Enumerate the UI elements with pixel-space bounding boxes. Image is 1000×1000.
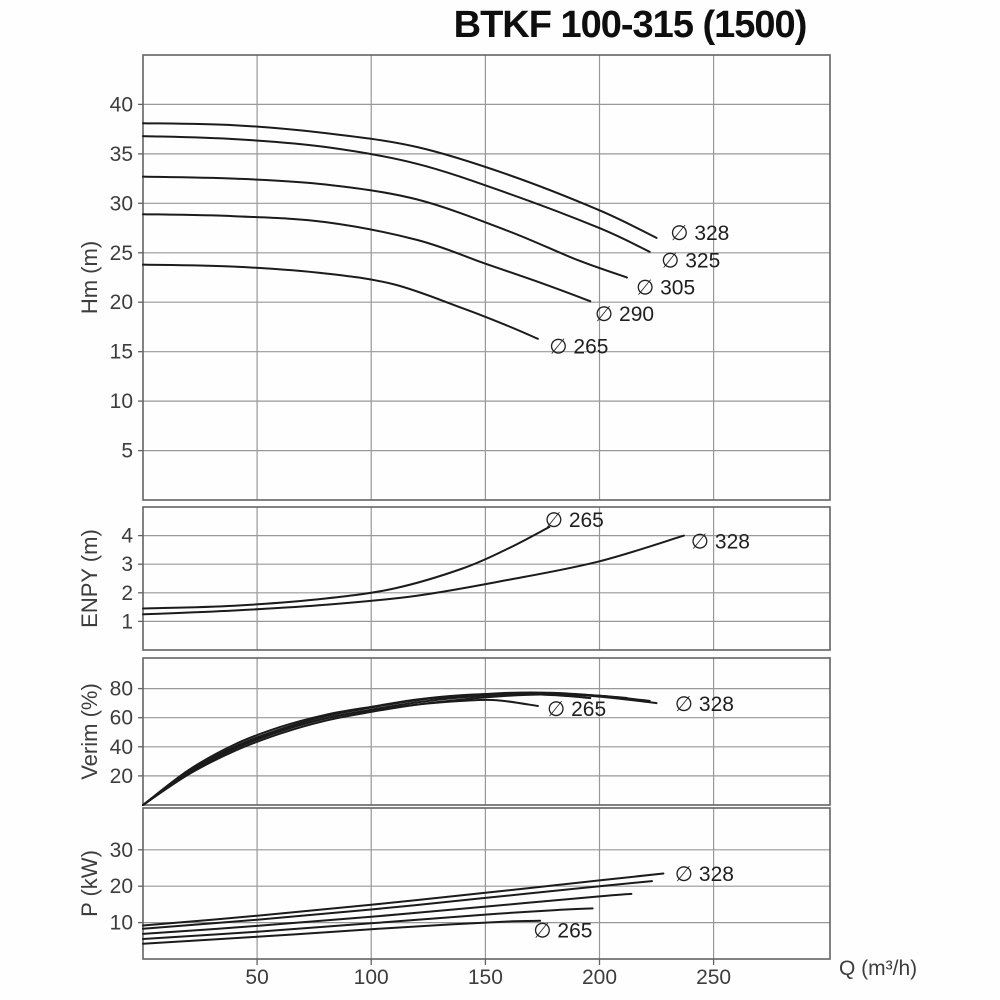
plot-hm: 5 10 15 20 25 30 35 40 Hm (m) ∅ 328 ∅ 325 ∅ 305 ∅ 29… bbox=[77, 54, 831, 501]
curve-290 bbox=[142, 692, 592, 806]
curve-305-label: ∅ 305 bbox=[636, 276, 695, 299]
plot-border-verim bbox=[142, 657, 831, 806]
x-axis: 50 100 150 200 250 Q (m³/h) bbox=[245, 957, 917, 989]
ytick-label-25: 25 bbox=[110, 242, 133, 265]
curve-265 bbox=[142, 526, 551, 610]
curve-290 bbox=[142, 907, 594, 940]
ytick-label-20: 20 bbox=[110, 765, 133, 788]
curve-325 bbox=[142, 880, 653, 930]
ytick-label-80: 80 bbox=[110, 678, 133, 701]
curve-265-label: ∅ 265 bbox=[549, 336, 608, 359]
ytick-label-5: 5 bbox=[121, 440, 133, 463]
xtick-label-50: 50 bbox=[245, 966, 268, 989]
xtick-label-250: 250 bbox=[696, 966, 731, 989]
curve-305 bbox=[142, 175, 628, 279]
plot-border-hm bbox=[142, 54, 831, 501]
curve-305 bbox=[142, 892, 633, 935]
curve-265-label: ∅ 265 bbox=[547, 698, 606, 721]
curve-328 bbox=[142, 872, 665, 927]
curve-328 bbox=[142, 122, 658, 239]
ytick-label-30: 30 bbox=[110, 839, 133, 862]
y-axis-title-verim: Verim (%) bbox=[77, 683, 102, 780]
ytick-label-60: 60 bbox=[110, 707, 133, 730]
curve-328-label: ∅ 328 bbox=[670, 222, 729, 245]
plot-border-enpy bbox=[142, 506, 831, 651]
ytick-label-1: 1 bbox=[121, 610, 133, 633]
ytick-label-40: 40 bbox=[110, 736, 133, 759]
curve-265 bbox=[142, 263, 539, 340]
plot-border-p bbox=[142, 807, 831, 960]
curve-265 bbox=[142, 698, 539, 806]
xtick-label-100: 100 bbox=[354, 966, 389, 989]
y-axis-title-p: P (kW) bbox=[77, 850, 102, 917]
curve-265-label: ∅ 265 bbox=[545, 509, 604, 532]
ytick-label-10: 10 bbox=[110, 912, 133, 935]
curve-328 bbox=[142, 534, 685, 616]
ytick-label-4: 4 bbox=[121, 525, 133, 548]
y-axis-title-enpy: ENPY (m) bbox=[77, 529, 102, 628]
ytick-label-40: 40 bbox=[110, 93, 133, 116]
ytick-label-30: 30 bbox=[110, 192, 133, 215]
chart-title: BTKF 100-315 (1500) bbox=[453, 4, 808, 46]
curve-265 bbox=[142, 919, 542, 945]
plot-p: 10 20 30 P (kW) ∅ 328 ∅ 265 bbox=[77, 807, 831, 960]
plot-enpy: 1 2 3 4 ENPY (m) ∅ 265 ∅ 328 bbox=[77, 506, 831, 651]
ytick-label-20: 20 bbox=[110, 875, 133, 898]
curve-265-label: ∅ 265 bbox=[533, 919, 592, 942]
ytick-label-15: 15 bbox=[110, 341, 133, 364]
ytick-label-2: 2 bbox=[121, 582, 133, 605]
curve-290 bbox=[142, 213, 592, 303]
xtick-label-150: 150 bbox=[468, 966, 503, 989]
curve-290-label: ∅ 290 bbox=[595, 303, 654, 326]
curve-325-label: ∅ 325 bbox=[661, 250, 720, 273]
curve-328-label: ∅ 328 bbox=[691, 530, 750, 553]
ytick-label-35: 35 bbox=[110, 143, 133, 166]
plot-verim: 20 40 60 80 Verim (%) ∅ 328 ∅ 265 bbox=[77, 657, 831, 806]
curve-328-label: ∅ 328 bbox=[675, 863, 734, 886]
y-axis-title-hm: Hm (m) bbox=[77, 241, 102, 314]
x-axis-title: Q (m³/h) bbox=[839, 957, 917, 980]
curve-325 bbox=[142, 135, 651, 253]
xtick-label-200: 200 bbox=[582, 966, 617, 989]
ytick-label-10: 10 bbox=[110, 390, 133, 413]
ytick-label-20: 20 bbox=[110, 291, 133, 314]
ytick-label-3: 3 bbox=[121, 553, 133, 576]
curve-328-label: ∅ 328 bbox=[675, 693, 734, 716]
